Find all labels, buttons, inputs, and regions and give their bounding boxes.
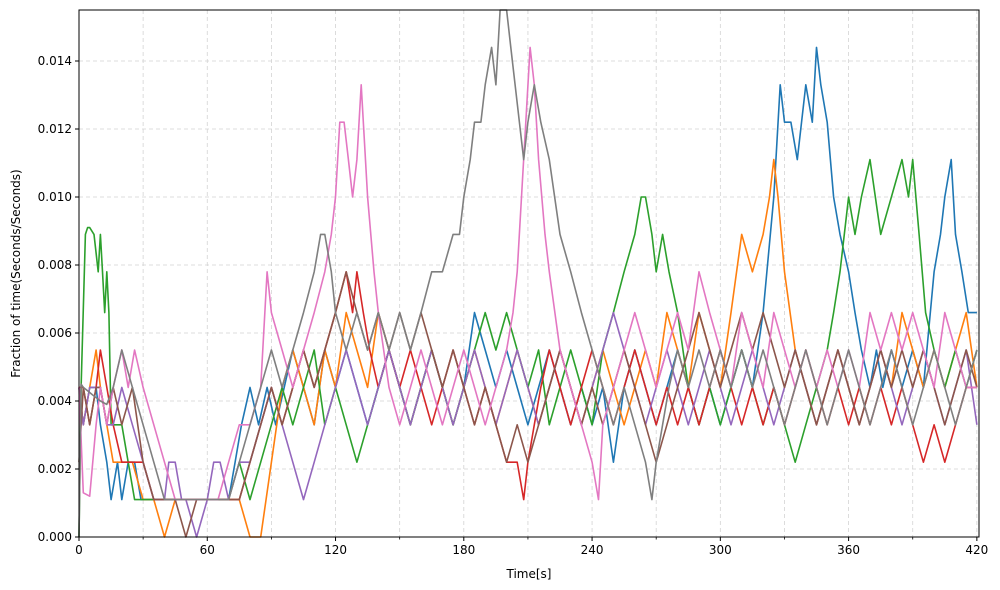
x-tick-label: 0	[75, 543, 83, 557]
x-axis-label: Time[s]	[506, 567, 552, 581]
y-tick-label: 0.004	[38, 394, 72, 408]
x-axis-ticks: 0 60 120 180 240 300 360 420	[75, 537, 988, 557]
y-axis-ticks: 0.000 0.002 0.004 0.006 0.008 0.010 0.012 0.014	[38, 54, 79, 544]
y-tick-label: 0.002	[38, 462, 72, 476]
x-tick-label: 180	[452, 543, 475, 557]
x-tick-label: 420	[965, 543, 988, 557]
y-tick-label: 0.012	[38, 122, 72, 136]
x-tick-label: 60	[200, 543, 215, 557]
x-tick-label: 300	[709, 543, 732, 557]
plot-frame	[78, 9, 980, 538]
x-tick-label: 120	[324, 543, 347, 557]
y-tick-label: 0.006	[38, 326, 72, 340]
x-tick-label: 360	[837, 543, 860, 557]
x-tick-label: 240	[581, 543, 604, 557]
y-tick-label: 0.000	[38, 530, 72, 544]
series-layer	[78, 9, 978, 538]
y-tick-label: 0.010	[38, 190, 72, 204]
y-axis-label: Fraction of time(Seconds/Seconds)	[9, 169, 23, 377]
y-tick-label: 0.008	[38, 258, 72, 272]
y-tick-label: 0.014	[38, 54, 72, 68]
series-line-3	[78, 158, 978, 538]
